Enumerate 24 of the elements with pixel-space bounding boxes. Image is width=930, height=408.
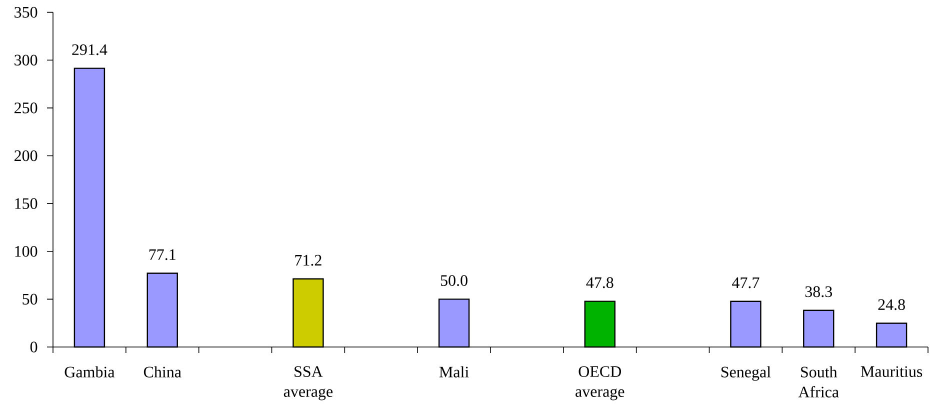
data-label: 47.7 — [732, 277, 760, 288]
data-label: 71.2 — [295, 254, 322, 266]
x-tick-label: Senegal — [721, 366, 771, 381]
x-tick-label: SSA average — [284, 366, 333, 400]
data-label: 291.4 — [72, 44, 108, 56]
data-label: 50.0 — [440, 275, 468, 286]
x-tick-label: Gambia — [64, 366, 115, 378]
data-label: 24.8 — [878, 299, 905, 310]
y-tick-label: 250 — [14, 102, 38, 114]
y-tick-label: 300 — [14, 54, 38, 66]
x-tick-label: South Africa — [798, 366, 839, 398]
data-label: 38.3 — [805, 286, 832, 298]
y-tick-label: 0 — [30, 342, 38, 352]
data-label: 47.8 — [586, 277, 614, 288]
x-tick-label: China — [144, 366, 182, 378]
data-label: 77.1 — [149, 249, 176, 260]
y-tick-label: 100 — [15, 246, 38, 257]
y-tick-label: 200 — [14, 150, 38, 162]
y-tick-label: 50 — [22, 294, 38, 305]
y-tick-label: 350 — [14, 6, 38, 18]
y-tick-label: 150 — [15, 198, 38, 209]
x-tick-label: Mauritius — [860, 366, 922, 377]
x-tick-label: OECD average — [576, 366, 624, 400]
x-tick-label: Mali — [439, 366, 469, 378]
